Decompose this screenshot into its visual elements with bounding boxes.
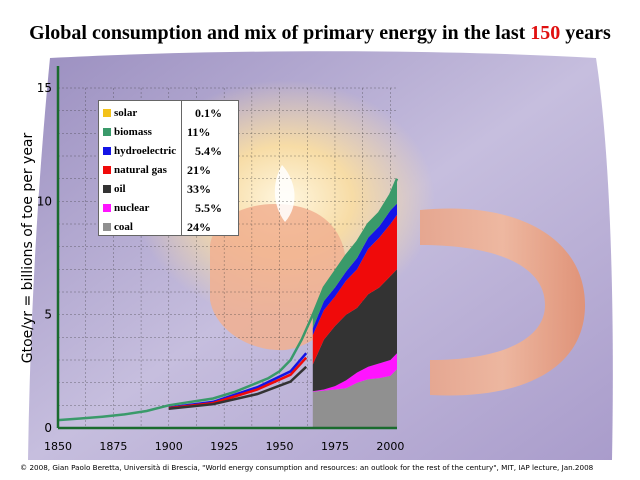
legend-label: oil <box>114 183 126 195</box>
legend-item-natural_gas: natural gas <box>103 162 167 178</box>
legend-label: coal <box>114 221 133 233</box>
stacked-areas <box>312 178 397 428</box>
title-suffix: years <box>560 22 611 44</box>
share-hydroelectric: 5.4% <box>195 144 222 158</box>
title-highlight: 150 <box>530 22 561 44</box>
legend-item-nuclear: nuclear <box>103 200 149 216</box>
y-axis-label: Gtoe/yr = billions of toe per year <box>20 132 36 364</box>
axes <box>56 66 397 430</box>
area-oil <box>312 269 397 392</box>
area-nuclear <box>312 353 397 392</box>
share-natural_gas: 21% <box>187 163 211 177</box>
area-natural_gas <box>312 214 397 365</box>
white-flame <box>274 165 295 222</box>
title-prefix: Global consumption and mix of primary en… <box>29 22 531 44</box>
legend: solar biomass hydroelectric natural gas oil n… <box>98 100 184 236</box>
x-tick-1925: 1925 <box>210 440 238 453</box>
x-tick-1850: 1850 <box>44 440 72 453</box>
legend-swatch <box>103 109 111 117</box>
legend-item-oil: oil <box>103 181 126 197</box>
x-tick-1900: 1900 <box>155 440 183 453</box>
y-tick-15: 15 <box>37 81 52 95</box>
share-biomass: 11% <box>187 125 211 139</box>
x-tick-2000: 2000 <box>376 440 404 453</box>
share-solar: 0.1% <box>195 106 222 120</box>
line-total <box>57 178 399 422</box>
legend-swatch <box>103 223 111 231</box>
legend-label: biomass <box>114 126 152 138</box>
y-tick-10: 10 <box>37 194 52 208</box>
legend-item-hydroelectric: hydroelectric <box>103 143 176 159</box>
x-tick-1875: 1875 <box>99 440 127 453</box>
series-lines <box>57 178 399 422</box>
area-coal <box>312 369 397 428</box>
share-coal: 24% <box>187 220 211 234</box>
orange-arc <box>420 208 585 396</box>
area-hydroelectric <box>312 203 397 336</box>
legend-item-biomass: biomass <box>103 124 152 140</box>
x-tick-1975: 1975 <box>321 440 349 453</box>
legend-label: hydroelectric <box>114 145 177 157</box>
legend-swatch <box>103 204 111 212</box>
legend-item-solar: solar <box>103 105 137 121</box>
share-oil: 33% <box>187 182 211 196</box>
share-nuclear: 5.5% <box>195 201 222 215</box>
legend-label: nuclear <box>114 202 150 214</box>
legend-label: natural gas <box>114 164 167 176</box>
share-percentages: 0.1% 11% 5.4% 21% 33% 5.5% 24% <box>181 100 239 236</box>
y-tick-0: 0 <box>44 421 52 435</box>
x-tick-1950: 1950 <box>266 440 294 453</box>
y-tick-5: 5 <box>44 308 52 322</box>
tick-labels: 1850 1875 1900 1925 1950 1975 2000 0 5 10 15 <box>37 81 405 453</box>
legend-swatch <box>103 128 111 136</box>
copyright-credit: © 2008, Gian Paolo Beretta, Università d… <box>20 463 594 472</box>
page-title: Global consumption and mix of primary en… <box>0 22 640 45</box>
area-biomass <box>312 178 397 329</box>
orange-head <box>210 204 346 351</box>
line-oil <box>168 365 308 410</box>
legend-swatch <box>103 147 111 155</box>
legend-label: solar <box>114 107 138 119</box>
legend-item-coal: coal <box>103 219 133 235</box>
legend-swatch <box>103 185 111 193</box>
legend-swatch <box>103 166 111 174</box>
